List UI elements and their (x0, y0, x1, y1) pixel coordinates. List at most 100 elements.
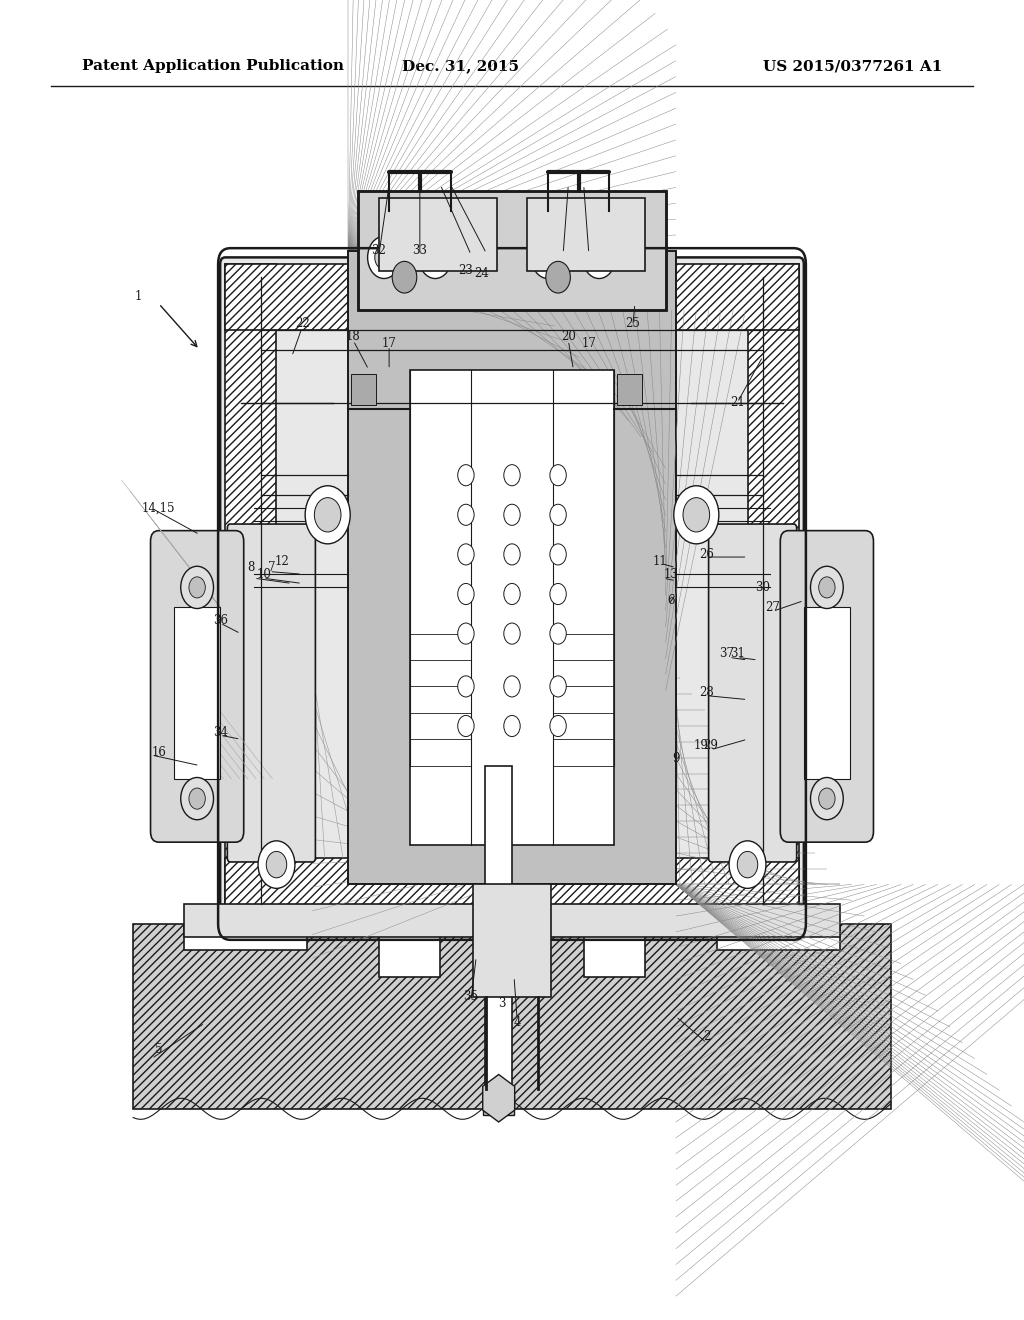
Text: 14,15: 14,15 (142, 502, 175, 515)
Circle shape (819, 788, 836, 809)
Text: 1: 1 (134, 290, 142, 304)
Circle shape (539, 246, 557, 269)
Bar (351, 374, 376, 405)
Circle shape (737, 851, 758, 878)
Text: 31: 31 (730, 647, 744, 660)
Text: 24: 24 (474, 267, 488, 280)
Circle shape (458, 544, 474, 565)
Circle shape (392, 261, 417, 293)
Bar (225, 858, 799, 924)
Circle shape (550, 465, 566, 486)
Text: 35: 35 (464, 990, 478, 1003)
Circle shape (819, 577, 836, 598)
Text: 8: 8 (247, 561, 255, 574)
Text: 4: 4 (513, 1016, 521, 1030)
Circle shape (550, 623, 566, 644)
Bar (617, 374, 642, 405)
Bar (174, 607, 220, 779)
Text: 28: 28 (699, 686, 714, 700)
Circle shape (305, 486, 350, 544)
Text: 16: 16 (152, 746, 166, 759)
Circle shape (550, 715, 566, 737)
Circle shape (550, 544, 566, 565)
Text: 19: 19 (694, 739, 709, 752)
Circle shape (458, 583, 474, 605)
Circle shape (811, 566, 844, 609)
Circle shape (375, 246, 393, 269)
Bar (358, 191, 666, 310)
Text: 27: 27 (766, 601, 780, 614)
Circle shape (550, 583, 566, 605)
Circle shape (266, 851, 287, 878)
Circle shape (458, 504, 474, 525)
Circle shape (314, 498, 341, 532)
FancyBboxPatch shape (227, 524, 315, 862)
Text: 6: 6 (667, 594, 675, 607)
Circle shape (458, 676, 474, 697)
Bar (225, 264, 799, 330)
Bar (225, 264, 276, 924)
Circle shape (458, 465, 474, 486)
Text: US 2015/0377261 A1: US 2015/0377261 A1 (763, 59, 942, 74)
Circle shape (811, 777, 844, 820)
Text: 5: 5 (155, 1043, 163, 1056)
Text: 13: 13 (664, 568, 678, 581)
Circle shape (180, 777, 214, 820)
Text: 25: 25 (626, 317, 640, 330)
Circle shape (504, 715, 520, 737)
Bar (473, 884, 551, 997)
Bar (184, 904, 840, 937)
Text: 17: 17 (582, 337, 596, 350)
Text: 37: 37 (720, 647, 734, 660)
Text: 12: 12 (274, 554, 289, 568)
Circle shape (188, 788, 205, 809)
Circle shape (458, 623, 474, 644)
Circle shape (258, 841, 295, 888)
Text: 17: 17 (382, 337, 396, 350)
Circle shape (504, 583, 520, 605)
Circle shape (504, 676, 520, 697)
Bar (748, 264, 799, 924)
Text: 11: 11 (653, 554, 668, 568)
Bar (348, 251, 676, 884)
Text: 20: 20 (561, 330, 575, 343)
Bar (348, 251, 676, 884)
Text: 21: 21 (730, 396, 744, 409)
Text: 2: 2 (702, 1030, 711, 1043)
Text: 34: 34 (213, 726, 227, 739)
Circle shape (426, 246, 444, 269)
Text: 33: 33 (413, 244, 427, 257)
Text: 9: 9 (672, 752, 680, 766)
FancyBboxPatch shape (151, 531, 244, 842)
Circle shape (546, 261, 570, 293)
Text: 29: 29 (703, 739, 718, 752)
Text: 36: 36 (213, 614, 227, 627)
Circle shape (458, 715, 474, 737)
Bar (804, 607, 850, 779)
Circle shape (531, 236, 564, 279)
FancyBboxPatch shape (709, 524, 797, 862)
Bar (379, 198, 497, 271)
Text: 32: 32 (372, 244, 386, 257)
Circle shape (180, 566, 214, 609)
Text: 10: 10 (257, 568, 271, 581)
Circle shape (550, 676, 566, 697)
Polygon shape (133, 924, 891, 1109)
Text: 3: 3 (498, 997, 506, 1010)
Circle shape (683, 498, 710, 532)
Text: Dec. 31, 2015: Dec. 31, 2015 (402, 59, 519, 74)
Circle shape (674, 486, 719, 544)
Circle shape (590, 246, 608, 269)
Circle shape (368, 236, 400, 279)
FancyBboxPatch shape (780, 531, 873, 842)
Bar (483, 1096, 514, 1115)
Text: 30: 30 (756, 581, 770, 594)
Text: 23: 23 (459, 264, 473, 277)
Circle shape (729, 841, 766, 888)
Bar (410, 370, 614, 845)
FancyBboxPatch shape (220, 257, 804, 931)
Bar (358, 191, 666, 310)
Circle shape (188, 577, 205, 598)
Circle shape (550, 504, 566, 525)
Text: 22: 22 (295, 317, 309, 330)
